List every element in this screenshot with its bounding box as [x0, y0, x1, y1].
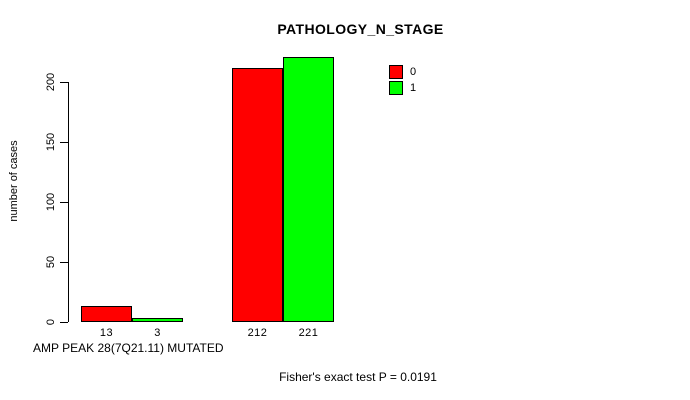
- bar-group0-series-1: [132, 318, 183, 322]
- y-tick-label-text: 150: [45, 132, 57, 152]
- y-axis: [68, 82, 69, 322]
- legend-entry-1: 1: [389, 80, 416, 96]
- y-tick-label-text: 200: [45, 72, 57, 92]
- x-axis-label: AMP PEAK 28(7Q21.11) MUTATED: [33, 341, 224, 355]
- bar-group1-series-0: [232, 68, 283, 322]
- y-tick-label-text: 50: [45, 255, 57, 269]
- y-tick-200: [60, 82, 68, 83]
- y-tick-150: [60, 142, 68, 143]
- y-tick-label-text: 100: [45, 192, 57, 212]
- bar-value-label-group0-series-0: 13: [99, 327, 114, 339]
- bar-group0-series-0: [81, 306, 132, 322]
- legend-swatch-series-0: [389, 65, 403, 79]
- fisher-test-annotation: Fisher's exact test P = 0.0191: [279, 370, 437, 384]
- y-tick-0: [60, 322, 68, 323]
- y-tick-100: [60, 202, 68, 203]
- legend-swatch-series-1: [389, 81, 403, 95]
- bar-value-label-group0-series-1: 3: [154, 327, 161, 339]
- bar-value-label-group1-series-0: 212: [247, 327, 268, 339]
- legend-label-series-1: 1: [410, 82, 417, 94]
- y-axis-title-text: number of cases: [8, 140, 20, 222]
- bar-value-label-group1-series-1: 221: [298, 327, 319, 339]
- bar-group1-series-1: [283, 57, 334, 322]
- legend-label-series-0: 0: [410, 66, 417, 78]
- chart-title: PATHOLOGY_N_STAGE: [277, 21, 444, 37]
- legend: 0 1: [389, 64, 416, 96]
- legend-entry-0: 0: [389, 64, 416, 80]
- y-tick-label-text: 0: [45, 318, 57, 326]
- y-tick-50: [60, 262, 68, 263]
